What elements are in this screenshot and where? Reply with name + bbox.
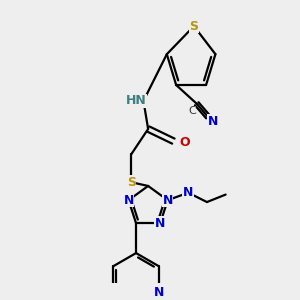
Text: N: N (163, 194, 173, 207)
Text: N: N (154, 286, 164, 299)
Text: S: S (127, 176, 136, 189)
Text: S: S (189, 20, 198, 33)
Text: O: O (179, 136, 190, 149)
Text: N: N (155, 217, 165, 230)
Text: N: N (207, 115, 218, 128)
Text: N: N (123, 194, 134, 207)
Text: C: C (188, 106, 196, 116)
Text: N: N (183, 186, 194, 199)
Text: HN: HN (126, 94, 146, 107)
